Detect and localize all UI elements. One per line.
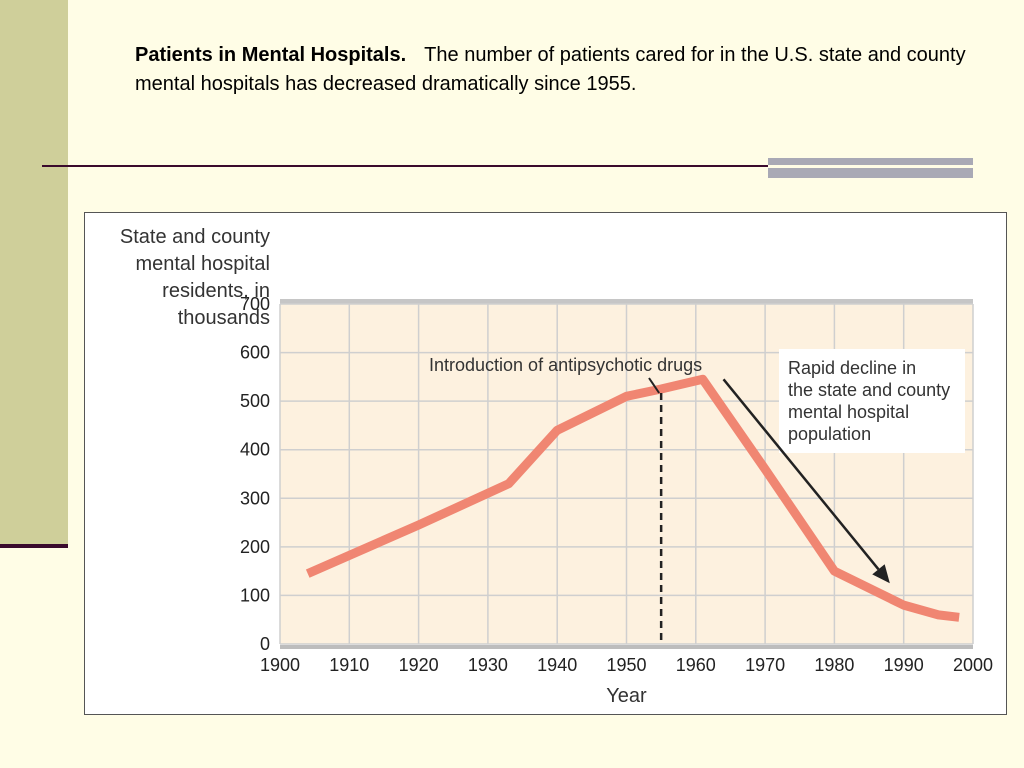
y-axis-title-line: mental hospital xyxy=(135,253,270,275)
drug-intro-pointer xyxy=(648,377,660,394)
x-tick-label: 1920 xyxy=(399,655,439,675)
series-line xyxy=(305,374,960,622)
y-tick-label: 400 xyxy=(240,440,270,460)
chart: 0 100 200 300 400 500 600 700 1900 1910 1920 1930 1… xyxy=(120,226,993,707)
y-axis-title-line: thousands xyxy=(178,307,270,329)
decline-arrow-head xyxy=(872,564,890,584)
decline-label-line: Rapid decline in xyxy=(788,358,916,378)
y-tick-label: 0 xyxy=(260,634,270,654)
x-tick-label: 1950 xyxy=(606,655,646,675)
y-tick-label: 200 xyxy=(240,537,270,557)
x-tick-label: 2000 xyxy=(953,655,993,675)
caption-text: The number of patients cared for in the … xyxy=(135,44,966,95)
y-tick-label: 600 xyxy=(240,343,270,363)
x-tick-label: 1930 xyxy=(468,655,508,675)
x-tick-label: 1900 xyxy=(260,655,300,675)
y-tick-label: 100 xyxy=(240,585,270,605)
x-tick-label: 1910 xyxy=(329,655,369,675)
side-decoration-bar xyxy=(0,0,68,545)
x-tick-label: 1980 xyxy=(814,655,854,675)
side-decoration-foot xyxy=(0,544,68,548)
decline-label-line: mental hospital xyxy=(788,402,909,422)
decline-label-line: population xyxy=(788,424,871,444)
y-axis-title-line: State and county xyxy=(120,226,270,248)
y-tick-label: 300 xyxy=(240,488,270,508)
decline-arrow-shaft xyxy=(722,378,880,571)
decline-label-box xyxy=(779,349,965,453)
y-axis-title-line: residents, in xyxy=(162,280,270,302)
x-tick-label: 1940 xyxy=(537,655,577,675)
drug-intro-label: Introduction of antipsychotic drugs xyxy=(429,355,702,375)
divider-line xyxy=(42,165,770,167)
y-tick-label: 500 xyxy=(240,391,270,411)
y-tick-label: 700 xyxy=(240,294,270,314)
plot-top-band xyxy=(280,299,973,304)
decline-label-line: the state and county xyxy=(788,380,950,400)
chart-frame: 0 100 200 300 400 500 600 700 1900 1910 1920 1930 1… xyxy=(84,212,1007,715)
caption-title: Patients in Mental Hospitals. xyxy=(135,44,407,66)
x-axis-title: Year xyxy=(606,685,647,707)
x-tick-label: 1960 xyxy=(676,655,716,675)
x-tick-label: 1970 xyxy=(745,655,785,675)
divider-accent xyxy=(768,158,973,178)
x-tick-label: 1990 xyxy=(884,655,924,675)
slide-caption: Patients in Mental Hospitals. The number … xyxy=(135,41,975,99)
